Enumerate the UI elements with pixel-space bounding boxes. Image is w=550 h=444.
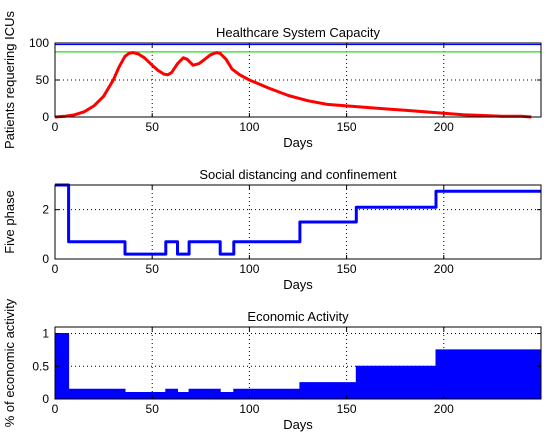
y-tick-label: 100 [29,36,49,50]
plot-frame [54,184,542,260]
y-tick-label: 0 [42,252,49,266]
x-tick-label: 150 [337,120,357,134]
subplot-3: 0 50 100 150 200 0 0.5 1 Economic Activity Days % … [2,298,542,432]
x-tick-label: 200 [434,262,454,276]
x-tick-label: 0 [52,120,59,134]
x-tick-label: 200 [434,402,454,416]
plot-frame [54,326,542,400]
x-tick-label: 150 [337,262,357,276]
x-tick-label: 100 [239,262,259,276]
y-axis-label: % of economic activity [2,298,17,427]
series-line [55,183,541,256]
subplot-1: 0 50 100 150 200 0 50 100 Healthcare System Capa… [2,10,542,150]
y-axis-label: Patients requering ICUs [2,10,17,149]
x-tick-label: 100 [239,402,259,416]
x-tick-label: 50 [146,120,160,134]
x-tick-label: 50 [146,262,160,276]
x-tick-label: 100 [239,120,259,134]
x-tick-label: 50 [146,402,160,416]
y-tick-label: 1 [42,327,49,341]
x-axis-label: Days [283,277,313,292]
chart-title: Healthcare System Capacity [216,25,381,40]
series-area [54,333,542,400]
x-axis-label: Days [283,135,313,150]
y-tick-label: 0 [42,110,49,124]
y-tick-label: 0.5 [32,359,49,373]
y-tick-label: 50 [36,73,50,87]
y-axis-label: Five phase [2,190,17,254]
x-axis-label: Days [283,417,313,432]
x-tick-label: 200 [434,120,454,134]
chart-title: Economic Activity [247,309,349,324]
x-tick-label: 0 [52,262,59,276]
subplot-2: 0 50 100 150 200 0 2 Social distancing and conf… [2,167,542,292]
chart-title: Social distancing and confinement [199,167,397,182]
series-line [54,51,532,119]
y-tick-label: 2 [42,203,49,217]
x-tick-label: 150 [337,402,357,416]
y-tick-label: 0 [42,392,49,406]
x-tick-label: 0 [52,402,59,416]
